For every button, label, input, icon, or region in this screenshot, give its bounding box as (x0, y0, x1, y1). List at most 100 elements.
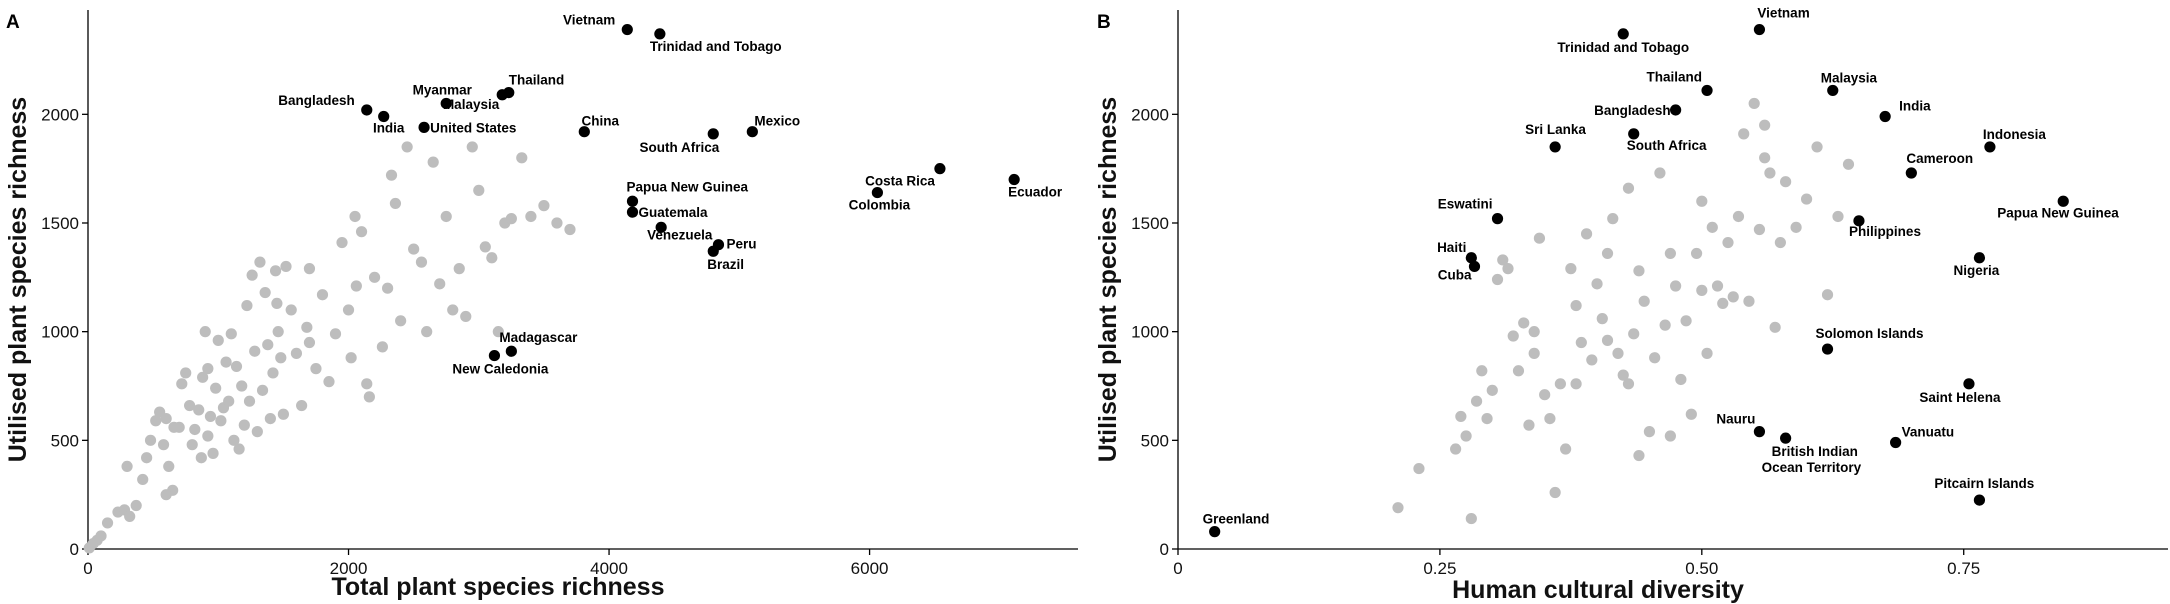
grey-point (1764, 167, 1776, 179)
grey-point (124, 510, 136, 522)
grey-point (323, 376, 335, 388)
point-south-africa (1628, 128, 1640, 140)
label-india: India (1899, 98, 1931, 113)
label-south-africa: South Africa (639, 140, 719, 155)
point-trinidad-and-tobago (1617, 28, 1629, 40)
grey-point (368, 271, 381, 283)
grey-point (538, 200, 550, 212)
grey-point (256, 384, 269, 396)
grey-point (1685, 408, 1697, 420)
grey-point (1711, 280, 1724, 292)
grey-point (249, 345, 261, 357)
point-nauru (1753, 426, 1766, 438)
grey-point (1502, 263, 1514, 275)
grey-point (1649, 352, 1661, 364)
panelb-x-tick-label: 0.75 (1947, 559, 1980, 578)
label-brazil: Brazil (707, 257, 744, 272)
grey-point (1800, 193, 1813, 205)
point-south-africa (707, 128, 719, 140)
grey-point (408, 243, 420, 255)
grey-point (1596, 313, 1608, 325)
grey-point (264, 412, 276, 425)
point-mexico (746, 126, 758, 138)
grey-point (1717, 297, 1729, 310)
point-cameroon (1905, 167, 1917, 179)
grey-point (1565, 263, 1577, 275)
grey-point (204, 410, 217, 423)
grey-point (202, 430, 214, 442)
grey-point (1680, 315, 1692, 327)
grey-point (421, 326, 433, 338)
point-sri-lanka (1549, 141, 1561, 153)
grey-point (233, 443, 245, 455)
grey-point (1738, 128, 1750, 140)
point-new-caledonia (488, 349, 501, 362)
grey-point (220, 356, 232, 368)
grey-point (440, 210, 452, 223)
panela-x-tick-label: 0 (83, 559, 92, 578)
grey-point (285, 304, 297, 316)
grey-point (1696, 195, 1708, 207)
point-costa-rica (934, 163, 946, 175)
grey-point (1664, 430, 1676, 442)
point-malaysia (1827, 84, 1839, 97)
grey-point (1507, 330, 1519, 342)
grey-point (212, 334, 224, 346)
panela-y-tick-label: 500 (51, 431, 79, 450)
label-pitcairn-islands: Pitcairn Islands (1934, 476, 2034, 491)
grey-point (1554, 378, 1566, 390)
grey-point (1570, 299, 1582, 312)
grey-point (228, 434, 240, 446)
panel-a-y-axis-title: Utilised plant species richness (4, 97, 32, 462)
label-india: India (373, 120, 405, 135)
point-philippines (1853, 215, 1865, 227)
label-guatemala: Guatemala (639, 205, 709, 220)
label-british-indian-ocean-territory: Ocean Territory (1762, 460, 1862, 475)
label-colombia: Colombia (849, 198, 911, 213)
point-guatemala (626, 206, 639, 218)
point-papua-new-guinea (2057, 195, 2069, 207)
grey-point (1601, 334, 1614, 346)
panelb-y-tick-label: 0 (1160, 540, 1169, 559)
label-ecuador: Ecuador (1008, 185, 1063, 200)
grey-point (1470, 395, 1483, 407)
grey-point (415, 256, 428, 268)
panel-b-grey-points (1392, 97, 1855, 525)
grey-point (1601, 247, 1614, 260)
point-brazil (707, 245, 719, 257)
grey-point (189, 423, 201, 436)
grey-point (1544, 412, 1556, 425)
grey-point (1706, 221, 1718, 233)
point-madagascar (505, 345, 517, 357)
grey-point (1638, 295, 1650, 307)
grey-point (1570, 378, 1582, 390)
grey-point (1586, 354, 1598, 366)
grey-point (329, 328, 342, 340)
grey-point (1701, 347, 1713, 359)
label-myanmar: Myanmar (413, 82, 473, 97)
grey-point (361, 378, 373, 390)
panelb-x-tick-label: 0 (1173, 559, 1182, 578)
grey-point (401, 141, 413, 153)
grey-point (434, 278, 446, 290)
grey-point (505, 213, 517, 225)
grey-point (516, 152, 528, 164)
grey-point (1607, 213, 1619, 225)
label-bangladesh: Bangladesh (278, 93, 355, 108)
grey-point (1727, 291, 1739, 303)
point-vanuatu (1890, 436, 1902, 449)
grey-point (1465, 512, 1477, 525)
label-new-caledonia: New Caledonia (452, 362, 549, 377)
grey-point (262, 339, 274, 351)
grey-point (1622, 182, 1635, 194)
grey-point (345, 352, 357, 364)
label-malaysia: Malaysia (1821, 70, 1878, 85)
grey-point (223, 395, 235, 407)
panelb-y-tick-label: 2000 (1131, 105, 1169, 124)
point-nigeria (1973, 252, 1986, 264)
label-vietnam: Vietnam (1757, 6, 1809, 21)
grey-point (1455, 410, 1467, 423)
grey-point (1518, 317, 1530, 329)
panelb-y-tick-label: 1000 (1131, 323, 1169, 342)
label-trinidad-and-tobago: Trinidad and Tobago (650, 39, 782, 54)
